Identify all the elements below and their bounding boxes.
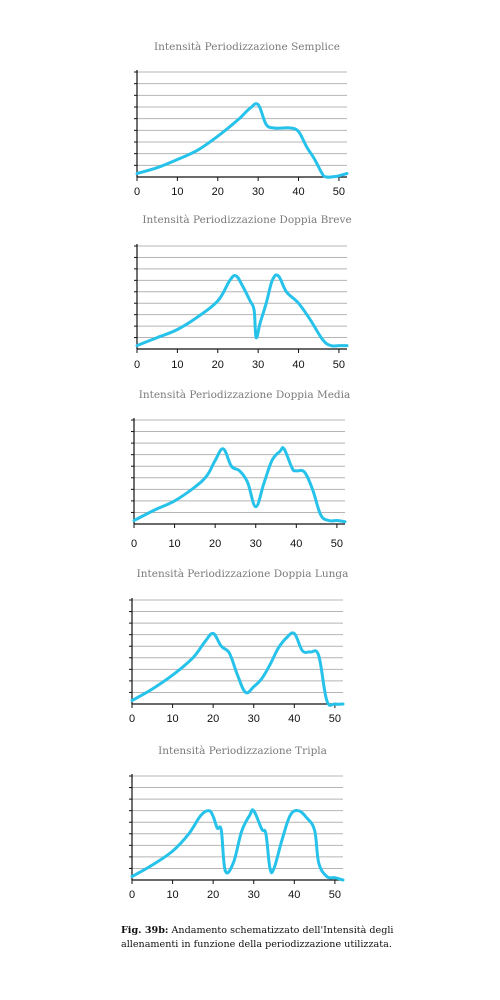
- x-tick-label: 20: [207, 713, 219, 725]
- x-tick-label: 10: [166, 889, 178, 901]
- x-tick-label: 30: [248, 889, 260, 901]
- chart-3: Intensità Periodizzazione Doppia Media 0 1…: [131, 389, 350, 550]
- x-tick-label: 10: [171, 359, 183, 371]
- x-tick-label: 40: [292, 186, 304, 198]
- x-tick-label: 30: [252, 359, 264, 371]
- x-tick-label: 20: [212, 186, 224, 198]
- caption-text: Andamento schematizzato dell'Intensità d…: [121, 925, 394, 950]
- x-tick-label: 50: [331, 538, 343, 550]
- x-tick-label: 40: [290, 538, 302, 550]
- x-tick-label: 40: [288, 713, 300, 725]
- x-tick-label: 50: [329, 889, 341, 901]
- x-tick-label: 10: [168, 538, 180, 550]
- x-tick-label: 50: [333, 359, 345, 371]
- x-tick-label: 10: [171, 186, 183, 198]
- chart-4: Intensità Periodizzazione Doppia Lunga 0 1…: [129, 568, 348, 725]
- x-tick-label: 10: [166, 713, 178, 725]
- x-tick-label: 0: [129, 889, 135, 901]
- x-tick-label: 40: [288, 889, 300, 901]
- x-tick-label: 0: [134, 359, 140, 371]
- chart-1: Intensità Periodizzazione Semplice 0 10 20 3…: [134, 41, 349, 198]
- x-tick-label: 40: [292, 359, 304, 371]
- figure-caption: Fig. 39b: Andamento schematizzato dell'I…: [121, 924, 421, 952]
- x-tick-label: 20: [209, 538, 221, 550]
- chart-2: Intensità Periodizzazione Doppia Breve 0 1…: [134, 214, 352, 371]
- series-line: [130, 631, 345, 707]
- x-tick-label: 30: [248, 713, 260, 725]
- series-line: [132, 446, 347, 524]
- series-line: [135, 273, 349, 348]
- x-tick-label: 20: [212, 359, 224, 371]
- chart-title: Intensità Periodizzazione Doppia Breve: [142, 214, 351, 226]
- series-line: [135, 102, 349, 179]
- x-tick-label: 0: [131, 538, 137, 550]
- x-tick-label: 0: [134, 186, 140, 198]
- x-tick-label: 50: [329, 713, 341, 725]
- x-tick-label: 30: [252, 186, 264, 198]
- chart-title: Intensità Periodizzazione Tripla: [158, 745, 327, 757]
- x-tick-label: 50: [333, 186, 345, 198]
- series-line: [130, 808, 345, 882]
- x-tick-label: 20: [207, 889, 219, 901]
- chart-5: Intensità Periodizzazione Tripla 0 10 20 30 4…: [129, 745, 345, 901]
- chart-title: Intensità Periodizzazione Doppia Lunga: [137, 568, 349, 580]
- caption-label: Fig. 39b:: [121, 925, 169, 936]
- chart-title: Intensità Periodizzazione Semplice: [154, 41, 340, 53]
- chart-title: Intensità Periodizzazione Doppia Media: [139, 389, 351, 401]
- x-tick-label: 30: [250, 538, 262, 550]
- x-tick-label: 0: [129, 713, 135, 725]
